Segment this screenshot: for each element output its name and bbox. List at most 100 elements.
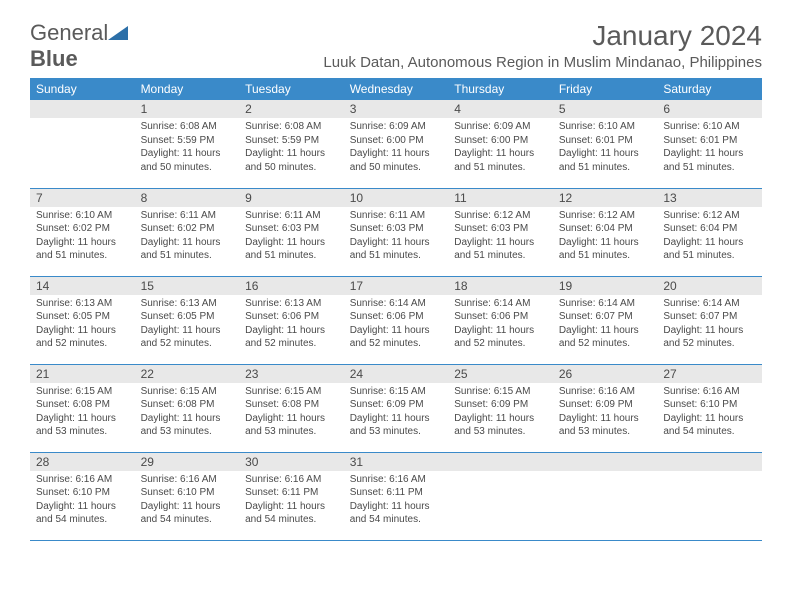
calendar-day-cell: 26Sunrise: 6:16 AMSunset: 6:09 PMDayligh… — [553, 364, 658, 452]
calendar-document: General Blue January 2024 Luuk Datan, Au… — [0, 0, 792, 561]
calendar-day-cell: 12Sunrise: 6:12 AMSunset: 6:04 PMDayligh… — [553, 188, 658, 276]
day-details: Sunrise: 6:16 AMSunset: 6:10 PMDaylight:… — [135, 471, 240, 531]
day-details: Sunrise: 6:12 AMSunset: 6:03 PMDaylight:… — [448, 207, 553, 267]
day-details: Sunrise: 6:16 AMSunset: 6:09 PMDaylight:… — [553, 383, 658, 443]
calendar-day-cell: 6Sunrise: 6:10 AMSunset: 6:01 PMDaylight… — [657, 100, 762, 188]
day-number: 22 — [135, 365, 240, 383]
day-number: 14 — [30, 277, 135, 295]
day-details: Sunrise: 6:12 AMSunset: 6:04 PMDaylight:… — [553, 207, 658, 267]
calendar-day-cell: 2Sunrise: 6:08 AMSunset: 5:59 PMDaylight… — [239, 100, 344, 188]
calendar-day-cell: 22Sunrise: 6:15 AMSunset: 6:08 PMDayligh… — [135, 364, 240, 452]
calendar-week-row: 1Sunrise: 6:08 AMSunset: 5:59 PMDaylight… — [30, 100, 762, 188]
day-details: Sunrise: 6:09 AMSunset: 6:00 PMDaylight:… — [344, 118, 449, 178]
day-details: Sunrise: 6:14 AMSunset: 6:07 PMDaylight:… — [553, 295, 658, 355]
day-number: 23 — [239, 365, 344, 383]
calendar-day-cell — [657, 452, 762, 540]
calendar-week-row: 14Sunrise: 6:13 AMSunset: 6:05 PMDayligh… — [30, 276, 762, 364]
day-details: Sunrise: 6:08 AMSunset: 5:59 PMDaylight:… — [135, 118, 240, 178]
calendar-day-cell: 21Sunrise: 6:15 AMSunset: 6:08 PMDayligh… — [30, 364, 135, 452]
day-number: 17 — [344, 277, 449, 295]
calendar-day-cell: 24Sunrise: 6:15 AMSunset: 6:09 PMDayligh… — [344, 364, 449, 452]
day-details: Sunrise: 6:14 AMSunset: 6:06 PMDaylight:… — [344, 295, 449, 355]
calendar-day-cell: 25Sunrise: 6:15 AMSunset: 6:09 PMDayligh… — [448, 364, 553, 452]
day-number: 11 — [448, 189, 553, 207]
brand-part1: General — [30, 20, 108, 45]
calendar-body: 1Sunrise: 6:08 AMSunset: 5:59 PMDaylight… — [30, 100, 762, 540]
calendar-day-cell: 27Sunrise: 6:16 AMSunset: 6:10 PMDayligh… — [657, 364, 762, 452]
weekday-header: Friday — [553, 78, 658, 100]
day-number-empty — [657, 453, 762, 471]
brand-logo: General Blue — [30, 20, 128, 72]
day-number: 16 — [239, 277, 344, 295]
day-details: Sunrise: 6:15 AMSunset: 6:09 PMDaylight:… — [344, 383, 449, 443]
day-details: Sunrise: 6:11 AMSunset: 6:02 PMDaylight:… — [135, 207, 240, 267]
calendar-day-cell: 14Sunrise: 6:13 AMSunset: 6:05 PMDayligh… — [30, 276, 135, 364]
calendar-day-cell: 30Sunrise: 6:16 AMSunset: 6:11 PMDayligh… — [239, 452, 344, 540]
day-number: 26 — [553, 365, 658, 383]
day-number: 18 — [448, 277, 553, 295]
calendar-day-cell — [448, 452, 553, 540]
calendar-day-cell: 5Sunrise: 6:10 AMSunset: 6:01 PMDaylight… — [553, 100, 658, 188]
calendar-day-cell: 23Sunrise: 6:15 AMSunset: 6:08 PMDayligh… — [239, 364, 344, 452]
title-block: January 2024 Luuk Datan, Autonomous Regi… — [323, 20, 762, 71]
day-details: Sunrise: 6:16 AMSunset: 6:10 PMDaylight:… — [30, 471, 135, 531]
day-details: Sunrise: 6:14 AMSunset: 6:06 PMDaylight:… — [448, 295, 553, 355]
day-details: Sunrise: 6:15 AMSunset: 6:09 PMDaylight:… — [448, 383, 553, 443]
calendar-day-cell — [30, 100, 135, 188]
day-details: Sunrise: 6:16 AMSunset: 6:11 PMDaylight:… — [239, 471, 344, 531]
calendar-day-cell: 31Sunrise: 6:16 AMSunset: 6:11 PMDayligh… — [344, 452, 449, 540]
weekday-header: Sunday — [30, 78, 135, 100]
day-details: Sunrise: 6:13 AMSunset: 6:05 PMDaylight:… — [135, 295, 240, 355]
calendar-day-cell: 13Sunrise: 6:12 AMSunset: 6:04 PMDayligh… — [657, 188, 762, 276]
day-number: 28 — [30, 453, 135, 471]
weekday-header: Monday — [135, 78, 240, 100]
day-details: Sunrise: 6:08 AMSunset: 5:59 PMDaylight:… — [239, 118, 344, 178]
day-number: 27 — [657, 365, 762, 383]
brand-part2: Blue — [30, 46, 78, 71]
header: General Blue January 2024 Luuk Datan, Au… — [30, 20, 762, 72]
day-details: Sunrise: 6:10 AMSunset: 6:02 PMDaylight:… — [30, 207, 135, 267]
calendar-day-cell: 9Sunrise: 6:11 AMSunset: 6:03 PMDaylight… — [239, 188, 344, 276]
day-number: 13 — [657, 189, 762, 207]
day-details: Sunrise: 6:15 AMSunset: 6:08 PMDaylight:… — [239, 383, 344, 443]
calendar-day-cell: 16Sunrise: 6:13 AMSunset: 6:06 PMDayligh… — [239, 276, 344, 364]
calendar-day-cell: 19Sunrise: 6:14 AMSunset: 6:07 PMDayligh… — [553, 276, 658, 364]
day-number-empty — [553, 453, 658, 471]
day-details: Sunrise: 6:16 AMSunset: 6:11 PMDaylight:… — [344, 471, 449, 531]
calendar-day-cell: 15Sunrise: 6:13 AMSunset: 6:05 PMDayligh… — [135, 276, 240, 364]
day-details: Sunrise: 6:11 AMSunset: 6:03 PMDaylight:… — [239, 207, 344, 267]
calendar-day-cell: 18Sunrise: 6:14 AMSunset: 6:06 PMDayligh… — [448, 276, 553, 364]
day-number: 2 — [239, 100, 344, 118]
calendar-header-row: SundayMondayTuesdayWednesdayThursdayFrid… — [30, 78, 762, 100]
weekday-header: Thursday — [448, 78, 553, 100]
day-number-empty — [30, 100, 135, 118]
day-details: Sunrise: 6:10 AMSunset: 6:01 PMDaylight:… — [553, 118, 658, 178]
day-number: 6 — [657, 100, 762, 118]
day-number: 15 — [135, 277, 240, 295]
day-details: Sunrise: 6:09 AMSunset: 6:00 PMDaylight:… — [448, 118, 553, 178]
day-number: 21 — [30, 365, 135, 383]
day-details: Sunrise: 6:12 AMSunset: 6:04 PMDaylight:… — [657, 207, 762, 267]
day-number: 29 — [135, 453, 240, 471]
calendar-week-row: 21 Sunrise: 6:15 AMSunset: 6:08 PMDayligh… — [30, 364, 762, 452]
calendar-day-cell: 29Sunrise: 6:16 AMSunset: 6:10 PMDayligh… — [135, 452, 240, 540]
day-details: Sunrise: 6:10 AMSunset: 6:01 PMDaylight:… — [657, 118, 762, 178]
weekday-header: Tuesday — [239, 78, 344, 100]
day-number: 30 — [239, 453, 344, 471]
calendar-day-cell: 28Sunrise: 6:16 AMSunset: 6:10 PMDayligh… — [30, 452, 135, 540]
day-number: 3 — [344, 100, 449, 118]
weekday-header: Saturday — [657, 78, 762, 100]
day-number: 7 — [30, 189, 135, 207]
day-number-empty — [448, 453, 553, 471]
month-title: January 2024 — [323, 20, 762, 52]
calendar-day-cell: 1Sunrise: 6:08 AMSunset: 5:59 PMDaylight… — [135, 100, 240, 188]
day-number: 19 — [553, 277, 658, 295]
calendar-table: SundayMondayTuesdayWednesdayThursdayFrid… — [30, 78, 762, 541]
calendar-week-row: 7Sunrise: 6:10 AMSunset: 6:02 PMDaylight… — [30, 188, 762, 276]
day-number: 25 — [448, 365, 553, 383]
weekday-header: Wednesday — [344, 78, 449, 100]
calendar-day-cell: 10Sunrise: 6:11 AMSunset: 6:03 PMDayligh… — [344, 188, 449, 276]
day-details: Sunrise: 6:11 AMSunset: 6:03 PMDaylight:… — [344, 207, 449, 267]
calendar-day-cell: 17Sunrise: 6:14 AMSunset: 6:06 PMDayligh… — [344, 276, 449, 364]
calendar-day-cell: 11Sunrise: 6:12 AMSunset: 6:03 PMDayligh… — [448, 188, 553, 276]
